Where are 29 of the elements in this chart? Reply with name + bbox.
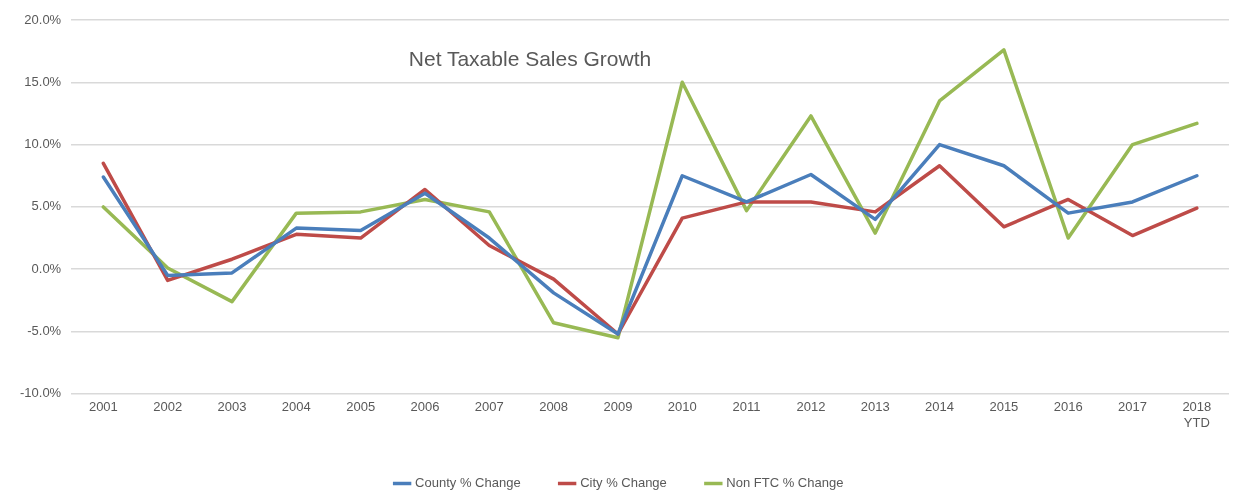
y-tick-label: -5.0%: [27, 323, 62, 339]
x-tick-label: 2006: [410, 399, 440, 415]
y-tick-label: 10.0%: [24, 136, 62, 152]
y-tick-label: 5.0%: [31, 198, 62, 214]
x-tick-label: 2005: [346, 399, 376, 415]
x-tick-label: 2014: [925, 399, 955, 415]
x-tick-label: 2016: [1053, 399, 1083, 415]
text: Net Taxable Sales Growth: [407, 47, 653, 71]
x-tick-label: 2004: [281, 399, 311, 415]
x-tick-label: 2007: [474, 399, 504, 415]
y-tick-label: -10.0%: [19, 385, 62, 401]
x-tick-label: 2009: [603, 399, 633, 415]
x-tick-label: 2013: [860, 399, 890, 415]
x-tick-label: 2018 YTD: [1182, 399, 1212, 430]
y-tick-label: 15.0%: [24, 73, 62, 89]
x-tick-label: 2017: [1118, 399, 1147, 415]
legend-label: Non FTC % Change: [726, 475, 844, 491]
legend-label: City % Change: [580, 475, 667, 491]
x-tick-label: 2011: [732, 399, 761, 415]
x-tick-label: 2003: [217, 399, 247, 415]
x-tick-label: 2008: [539, 399, 569, 415]
legend-label: County % Change: [415, 475, 521, 491]
x-tick-label: 2001: [88, 399, 118, 415]
x-tick-label: 2012: [796, 399, 826, 415]
x-tick-label: 2002: [153, 399, 183, 415]
y-tick-label: 0.0%: [31, 260, 62, 276]
x-tick-label: 2010: [667, 399, 697, 415]
x-tick-label: 2015: [989, 399, 1019, 415]
y-tick-label: 20.0%: [24, 11, 62, 27]
